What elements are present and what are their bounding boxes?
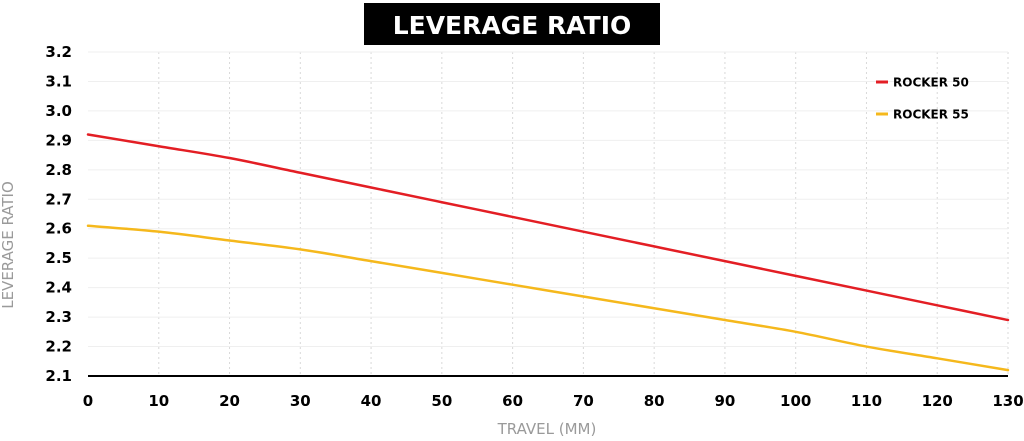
x-tick-label: 30 [290,392,311,410]
series-line-rocker-55 [86,224,1010,372]
y-tick-label: 2.3 [45,308,72,326]
x-tick-label: 130 [992,392,1023,410]
y-tick-label: 3.0 [45,102,72,120]
x-tick-label: 50 [431,392,452,410]
x-tick-label: 90 [714,392,735,410]
y-tick-labels: 3.2 3.1 3.0 2.9 2.8 2.7 2.6 2.5 2.4 2.3 2.2 2.1 [45,43,72,385]
y-tick-label: 3.2 [45,43,72,61]
chart-title: LEVERAGE RATIO [364,3,660,45]
x-tick-label: 70 [573,392,594,410]
x-tick-label: 100 [780,392,811,410]
y-tick-label: 2.5 [45,249,72,267]
x-tick-label: 10 [148,392,169,410]
y-axis-title: LEVERAGE RATIO [0,181,17,309]
legend: ROCKER 50 ROCKER 55 [876,76,969,122]
x-tick-label: 80 [644,392,665,410]
series-line-rocker-50 [86,133,1010,322]
y-tick-label: 2.6 [45,220,72,238]
x-tick-label: 60 [502,392,523,410]
x-tick-label: 20 [219,392,240,410]
y-tick-label: 2.2 [45,338,72,356]
x-tick-label: 120 [922,392,953,410]
series-layer [86,133,1010,372]
x-tick-label: 0 [83,392,93,410]
y-tick-label: 2.1 [45,367,72,385]
y-tick-label: 2.7 [45,190,72,208]
legend-label-rocker-55: ROCKER 55 [893,108,969,122]
title-text: LEVERAGE RATIO [393,11,632,40]
x-tick-labels: 0 10 20 30 40 50 60 70 80 90 100 110 120 130 [83,392,1024,410]
y-tick-label: 3.1 [45,72,72,90]
legend-label-rocker-50: ROCKER 50 [893,76,969,90]
y-tick-label: 2.8 [45,161,72,179]
x-tick-label: 110 [851,392,882,410]
y-tick-label: 2.4 [45,279,72,297]
y-tick-label: 2.9 [45,131,72,149]
x-axis-title: TRAVEL (MM) [497,420,597,438]
x-tick-label: 40 [361,392,382,410]
grid [88,51,1009,376]
title-box [364,3,660,45]
